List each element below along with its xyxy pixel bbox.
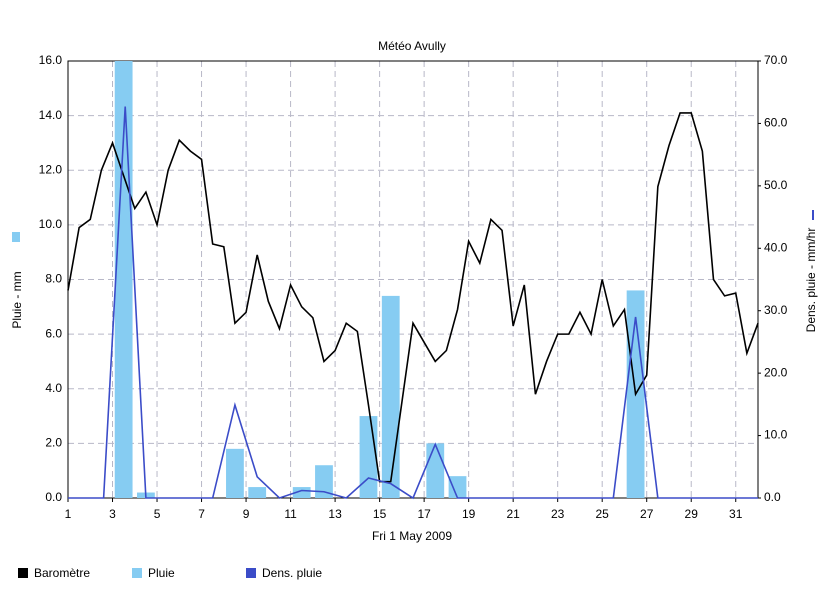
- x-tick-label: 17: [417, 507, 431, 521]
- y2-tick-label: 40.0: [764, 240, 788, 254]
- y2-tick-label: 60.0: [764, 116, 788, 130]
- x-tick-label: 15: [373, 507, 387, 521]
- x-tick-label: 25: [596, 507, 610, 521]
- legend-swatch: [132, 568, 142, 578]
- y2-axis-label: Dens. pluie - mm/hr: [804, 228, 818, 333]
- legend-label: Pluie: [148, 566, 175, 580]
- y-tick-label: 14.0: [39, 108, 63, 122]
- y-tick-label: 16.0: [39, 53, 63, 67]
- y-tick-label: 10.0: [39, 217, 63, 231]
- bar: [248, 487, 267, 498]
- x-tick-label: 29: [685, 507, 699, 521]
- line: [68, 106, 758, 500]
- bar: [426, 443, 445, 498]
- bar: [292, 487, 311, 498]
- x-tick-label: 11: [284, 507, 297, 521]
- y-tick-label: 4.0: [45, 381, 62, 395]
- y-tick-label: 2.0: [45, 436, 62, 450]
- x-tick-label: 31: [729, 507, 743, 521]
- bar: [448, 476, 467, 498]
- bar: [359, 416, 378, 498]
- y-tick-label: 0.0: [45, 490, 62, 504]
- y-tick-label: 8.0: [45, 272, 62, 286]
- x-tick-label: 3: [109, 507, 116, 521]
- bar: [226, 448, 244, 498]
- legend-swatch: [18, 568, 28, 578]
- legend-label: Baromètre: [34, 566, 90, 580]
- x-tick-label: 13: [328, 507, 342, 521]
- y-tick-label: 12.0: [39, 162, 63, 176]
- bar: [315, 465, 333, 498]
- axis-key: [12, 232, 20, 242]
- bar: [381, 295, 400, 498]
- y2-tick-label: 50.0: [764, 178, 788, 192]
- y2-tick-label: 0.0: [764, 490, 781, 504]
- x-tick-label: 21: [506, 507, 520, 521]
- y2-tick-label: 10.0: [764, 428, 788, 442]
- x-tick-label: 5: [154, 507, 161, 521]
- legend-swatch: [246, 568, 256, 578]
- x-tick-label: 7: [198, 507, 205, 521]
- chart-title: Météo Avully: [378, 39, 446, 53]
- x-axis-label: Fri 1 May 2009: [372, 529, 452, 543]
- y2-tick-label: 70.0: [764, 53, 788, 67]
- y-tick-label: 6.0: [45, 326, 62, 340]
- x-tick-label: 1: [65, 507, 72, 521]
- x-tick-label: 23: [551, 507, 565, 521]
- y2-tick-label: 30.0: [764, 303, 788, 317]
- legend-label: Dens. pluie: [262, 566, 322, 580]
- y-axis-label: Pluie - mm: [10, 271, 24, 328]
- x-tick-label: 27: [640, 507, 654, 521]
- x-tick-label: 19: [462, 507, 476, 521]
- x-tick-label: 9: [243, 507, 250, 521]
- y2-tick-label: 20.0: [764, 365, 788, 379]
